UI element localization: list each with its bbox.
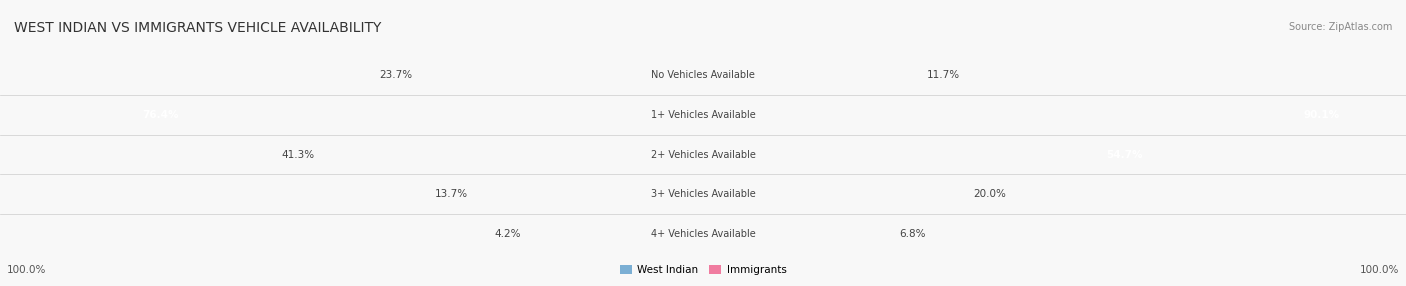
Text: Source: ZipAtlas.com: Source: ZipAtlas.com: [1288, 23, 1392, 33]
Text: 1+ Vehicles Available: 1+ Vehicles Available: [651, 110, 755, 120]
Legend: West Indian, Immigrants: West Indian, Immigrants: [620, 265, 786, 275]
Text: 4+ Vehicles Available: 4+ Vehicles Available: [651, 229, 755, 239]
Text: 90.1%: 90.1%: [1303, 110, 1340, 120]
Text: 54.7%: 54.7%: [1107, 150, 1143, 160]
Text: 6.8%: 6.8%: [900, 229, 927, 239]
Text: 13.7%: 13.7%: [434, 189, 468, 199]
Text: 4.2%: 4.2%: [495, 229, 520, 239]
Text: WEST INDIAN VS IMMIGRANTS VEHICLE AVAILABILITY: WEST INDIAN VS IMMIGRANTS VEHICLE AVAILA…: [14, 21, 381, 35]
Text: 11.7%: 11.7%: [927, 70, 960, 80]
Text: 3+ Vehicles Available: 3+ Vehicles Available: [651, 189, 755, 199]
Text: 23.7%: 23.7%: [380, 70, 412, 80]
Text: 2+ Vehicles Available: 2+ Vehicles Available: [651, 150, 755, 160]
Text: No Vehicles Available: No Vehicles Available: [651, 70, 755, 80]
Text: 100.0%: 100.0%: [1360, 265, 1399, 275]
Text: 41.3%: 41.3%: [281, 150, 315, 160]
Text: 76.4%: 76.4%: [142, 110, 179, 120]
Text: 20.0%: 20.0%: [973, 189, 1005, 199]
Text: 100.0%: 100.0%: [7, 265, 46, 275]
